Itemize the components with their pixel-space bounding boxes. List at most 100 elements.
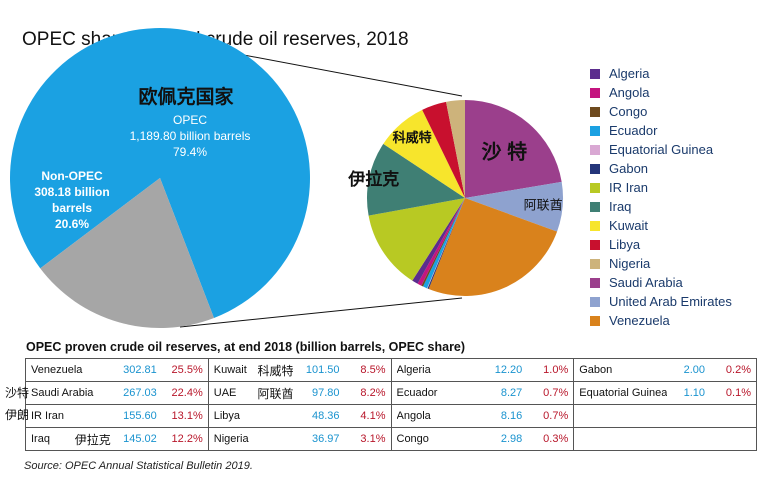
non-opec-label-0: Non-OPEC [41,169,103,183]
legend-label: Nigeria [609,256,651,271]
annotation-saudi-arabia: 沙 特 [482,139,528,163]
annotation-iraq: 伊拉克 [347,169,399,189]
legend-label: United Arab Emirates [609,294,732,309]
source-note: Source: OPEC Annual Statistical Bulletin… [24,460,253,472]
legend-item-algeria: Algeria [590,64,732,83]
opec-value-label: 1,189.80 billion barrels [130,129,251,143]
slice-non-opec [40,178,214,329]
legend-item-angola: Angola [590,83,732,102]
country-name: Algeria [396,364,431,376]
legend-label: Ecuador [609,123,658,138]
table-cell: Equatorial Guinea 1.10 0.1% [573,381,757,405]
legend-swatch [590,296,600,307]
country-name: Ecuador [396,387,438,399]
slice-venezuela [428,198,558,297]
legend-swatch [590,239,600,250]
opec-share: 0.7% [543,410,569,422]
table-cell [573,404,757,428]
opec-share: 0.3% [543,433,569,445]
non-opec-label-1: 308.18 billion [34,185,109,199]
reserve-value: 48.36 [311,410,340,422]
reserve-value: 36.97 [311,433,340,445]
legend-swatch [590,144,600,155]
legend-item-nigeria: Nigeria [590,254,732,273]
slice-ecuador [423,198,465,289]
legend-item-libya: Libya [590,235,732,254]
table-cell: Iraq 伊拉克 145.02 12.2% [25,427,209,451]
country-name: Angola [396,410,431,422]
table-cell [573,427,757,451]
country-name: Kuwait [213,364,247,376]
reserve-value: 155.60 [123,410,157,422]
country-name: Libya [213,410,241,422]
table-cell: UAE 阿联酋 97.80 8.2% [207,381,392,405]
annotation-kuwait: 科威特 [393,130,432,145]
table-cell: Venezuela 302.81 25.5% [25,358,209,382]
country-cn-name: 伊拉克 [74,432,111,447]
legend-item-equatorial-guinea: Equatorial Guinea [590,140,732,159]
opec-share: 22.4% [171,387,203,399]
legend-item-united-arab-emirates: United Arab Emirates [590,292,732,311]
slice-kuwait [383,109,465,198]
legend-item-venezuela: Venezuela [590,311,732,330]
table-cell: Libya 48.36 4.1% [207,404,392,428]
country-name: IR Iran [31,410,65,422]
legend-swatch [590,201,600,212]
side-label-saudi: 沙特 [5,386,30,400]
country-name: Equatorial Guinea [579,387,667,399]
table-row: IR Iran 155.60 13.1% Libya 48.36 4.1% Angola 8.… [25,404,757,428]
legend-item-ir-iran: IR Iran [590,178,732,197]
legend-label: IR Iran [609,180,649,195]
reserve-value: 302.81 [123,364,157,376]
country-name: Venezuela [31,364,83,376]
reserve-value: 8.27 [500,387,523,399]
legend-swatch [590,125,600,136]
table-cell: Nigeria 36.97 3.1% [207,427,392,451]
legend-swatch [590,277,600,288]
opec-share: 0.1% [725,387,751,399]
table-cell: Kuwait 科威特 101.50 8.5% [207,358,392,382]
legend-label: Venezuela [609,313,670,328]
legend: Algeria Angola Congo Ecuador Equatorial Guin… [590,64,732,330]
legend-label: Algeria [609,66,650,81]
opec-share: 8.2% [360,387,386,399]
side-label-iran: 伊朗 [5,408,30,422]
slice-gabon [427,198,465,290]
legend-label: Saudi Arabia [609,275,683,290]
legend-label: Congo [609,104,648,119]
legend-label: Libya [609,237,641,252]
slice-equatorial-guinea [426,198,465,289]
table-row: Iraq 伊拉克 145.02 12.2% Nigeria 36.97 3.1% Congo 2… [25,427,757,451]
slice-iraq [366,143,465,216]
pie-labels: 欧佩克国家 OPEC 1,189.80 billion barrels 79.4% No… [34,85,562,231]
legend-label: Equatorial Guinea [609,142,714,157]
opec-label: OPEC [173,113,207,127]
table-row: Saudi Arabia 267.03 22.4% UAE 阿联酋 97.80 8.2% Ec… [25,381,757,405]
reserve-value: 1.10 [683,387,705,399]
slice-algeria [412,198,465,284]
country-cn-name: 阿联酋 [257,386,294,401]
table-row: Venezuela 302.81 25.5% Kuwait 科威特 101.50 8.5% A… [25,358,757,382]
slice-nigeria [446,100,465,198]
table-cell: Ecuador 8.27 0.7% [390,381,575,405]
country-cn-name: 科威特 [257,363,294,378]
table-cell: Algeria 12.20 1.0% [390,358,575,382]
slice-united-arab-emirates [465,181,563,232]
opec-share: 0.7% [543,387,569,399]
reserves-table: Venezuela 302.81 25.5% Kuwait 科威特 101.50 8.5% A… [25,358,757,451]
non-opec-label-2: barrels [52,201,92,215]
legend-swatch [590,220,600,231]
legend-item-saudi-arabia: Saudi Arabia [590,273,732,292]
country-name: Congo [396,433,429,445]
reserve-value: 2.98 [500,433,523,445]
slice-congo [421,198,465,287]
reserve-value: 12.20 [494,364,523,376]
opec-share: 13.1% [171,410,203,422]
legend-item-kuwait: Kuwait [590,216,732,235]
reserve-value: 101.50 [305,364,340,376]
legend-label: Kuwait [609,218,649,233]
legend-swatch [590,258,600,269]
reserve-value: 8.16 [500,410,523,422]
slice-angola [417,198,465,286]
table-cell: Congo 2.98 0.3% [390,427,575,451]
